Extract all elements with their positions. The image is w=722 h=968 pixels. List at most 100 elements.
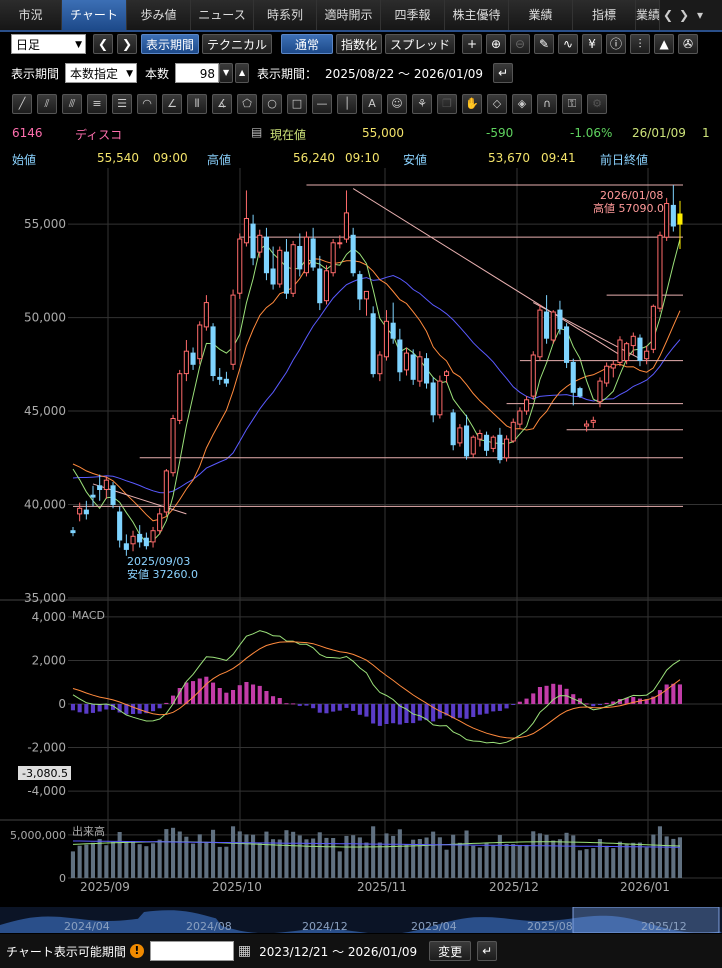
volume-bar xyxy=(291,831,296,878)
display-period-button[interactable]: 表示期間 xyxy=(141,34,200,54)
fan-tool[interactable]: ∠ xyxy=(162,94,182,114)
info-button[interactable]: ⓘ xyxy=(606,34,627,54)
tab-market[interactable]: 市況 xyxy=(0,0,62,30)
candle-body xyxy=(550,311,556,341)
warning-icon[interactable]: ! xyxy=(129,944,144,958)
change-button[interactable]: 変更 xyxy=(429,941,472,961)
macd-histogram-bar xyxy=(284,703,289,705)
tab-shikiho[interactable]: 四季報 xyxy=(381,0,445,30)
low-annotation-date: 2025/09/03 xyxy=(127,555,190,568)
yen-button[interactable]: ¥ xyxy=(582,34,603,54)
settings-button[interactable]: ✇ xyxy=(678,34,699,54)
macd-histogram-bar xyxy=(144,704,149,714)
macd-histogram-bar xyxy=(177,688,182,704)
volume-bar xyxy=(317,832,322,878)
magnet-tool[interactable]: ∩ xyxy=(537,94,557,114)
mode-select[interactable]: 本数指定 ▼ xyxy=(65,63,138,83)
volume-bar xyxy=(204,842,209,878)
candle-body xyxy=(157,513,163,532)
count-down-button[interactable]: ▼ xyxy=(219,63,234,83)
chart-svg[interactable]: 55,000 50,000 45,000 40,000 35,000 2026/01/08… xyxy=(0,168,722,905)
volume-bar xyxy=(424,837,429,878)
my-chart-button[interactable]: ⫶ xyxy=(630,34,651,54)
compare-button[interactable]: ∿ xyxy=(558,34,579,54)
channel-tool[interactable]: ⫻ xyxy=(62,94,82,114)
navigator-area xyxy=(0,910,722,935)
next-button[interactable]: ❯ xyxy=(117,34,137,54)
arc-tool[interactable]: ◠ xyxy=(137,94,157,114)
chart-area[interactable]: 55,000 50,000 45,000 40,000 35,000 2026/01/08… xyxy=(0,168,722,905)
candle-body xyxy=(283,251,289,294)
move-tool[interactable]: ✋ xyxy=(462,94,482,114)
volume-bar xyxy=(297,835,302,878)
draw-button[interactable]: ✎ xyxy=(534,34,555,54)
yen-icon: ¥ xyxy=(588,37,596,51)
volume-bar xyxy=(331,838,336,878)
volume-bar xyxy=(551,840,556,878)
macd-histogram-bar xyxy=(70,704,75,711)
circle-tool[interactable]: ○ xyxy=(262,94,282,114)
index-button[interactable]: 指数化 xyxy=(336,34,383,54)
text-tool[interactable]: A xyxy=(362,94,382,114)
count-input[interactable]: 98 xyxy=(175,63,220,83)
add-button[interactable]: + xyxy=(462,34,483,54)
period-select[interactable]: 日足 ▼ xyxy=(11,34,86,54)
macd-histogram-bar xyxy=(624,697,629,704)
tab-performance[interactable]: 業績 xyxy=(509,0,573,30)
tab-tick[interactable]: 歩み値 xyxy=(127,0,191,30)
arc-icon: ◠ xyxy=(142,97,152,110)
tab-timeseries[interactable]: 時系列 xyxy=(254,0,317,30)
macd-histogram-bar xyxy=(297,704,302,706)
tab-indicators[interactable]: 指標 xyxy=(573,0,636,30)
tab-list-icon[interactable]: ▾ xyxy=(692,0,708,30)
erase-all-tool[interactable]: ◈ xyxy=(512,94,532,114)
angle-tool[interactable]: ∡ xyxy=(212,94,232,114)
candle-body xyxy=(370,313,376,375)
tab-news[interactable]: ニュース xyxy=(191,0,254,30)
tab-benefits[interactable]: 株主優待 xyxy=(445,0,509,30)
candle-body xyxy=(637,337,643,362)
erase-tool[interactable]: ◇ xyxy=(487,94,507,114)
zoom-in-button[interactable]: ⊕ xyxy=(486,34,507,54)
parallel-tool[interactable]: ⫽ xyxy=(37,94,57,114)
tool-settings[interactable]: ⚙ xyxy=(587,94,607,114)
vline-tool[interactable]: │ xyxy=(337,94,357,114)
fib-tool[interactable]: ☰ xyxy=(112,94,132,114)
candle-body xyxy=(250,223,256,259)
horizontal-lines-tool[interactable]: ≡ xyxy=(87,94,107,114)
normal-button[interactable]: 通常 xyxy=(281,34,334,54)
count-up-button[interactable]: ▲ xyxy=(235,63,250,83)
spread-button[interactable]: スプレッド xyxy=(385,34,456,54)
hline-tool[interactable]: — xyxy=(312,94,332,114)
pentagon-tool[interactable]: ⬠ xyxy=(237,94,257,114)
macd-histogram-bar xyxy=(344,704,349,708)
lock-tool[interactable]: ⚿ xyxy=(562,94,582,114)
vertical-lines-tool[interactable]: ⦀ xyxy=(187,94,207,114)
tab-disclosure[interactable]: 適時開示 xyxy=(317,0,381,30)
tab-chart[interactable]: チャート xyxy=(62,0,127,30)
icon-tool[interactable]: ☺ xyxy=(387,94,407,114)
current-label: 現在値 xyxy=(270,128,307,142)
tab-scroll-right-icon[interactable]: ❯ xyxy=(676,0,692,30)
bottom-reset-button[interactable]: ↵ xyxy=(477,941,498,961)
volume-bar xyxy=(397,829,402,878)
zoom-out-button[interactable]: ⊖ xyxy=(510,34,531,54)
period-navigator[interactable]: 2024/04 2024/08 2024/12 2025/04 2025/08 2025/… xyxy=(0,906,722,935)
tab-scroll-left-icon[interactable]: ❮ xyxy=(660,0,676,30)
stamp-tool[interactable]: ⚘ xyxy=(412,94,432,114)
navigator-svg[interactable]: 2024/04 2024/08 2024/12 2025/04 2025/08 2025/… xyxy=(0,906,722,935)
tab-performance-2[interactable]: 業績 xyxy=(636,0,660,30)
macd-histogram-bar xyxy=(337,704,342,711)
area-chart-button[interactable]: ▲ xyxy=(654,34,675,54)
prev-close-label: 前日終値 xyxy=(600,153,649,167)
macd-histogram-bar xyxy=(511,704,516,705)
technical-button[interactable]: テクニカル xyxy=(202,34,273,54)
copy-tool[interactable]: ❐ xyxy=(437,94,457,114)
trendline-tool[interactable]: ╱ xyxy=(12,94,32,114)
reset-button[interactable]: ↵ xyxy=(493,63,514,83)
calendar-icon[interactable]: ▦ xyxy=(237,943,252,959)
prev-button[interactable]: ❮ xyxy=(93,34,113,54)
doc-icon[interactable]: ▤ xyxy=(251,125,263,139)
rectangle-tool[interactable]: □ xyxy=(287,94,307,114)
date-input[interactable] xyxy=(149,941,234,961)
